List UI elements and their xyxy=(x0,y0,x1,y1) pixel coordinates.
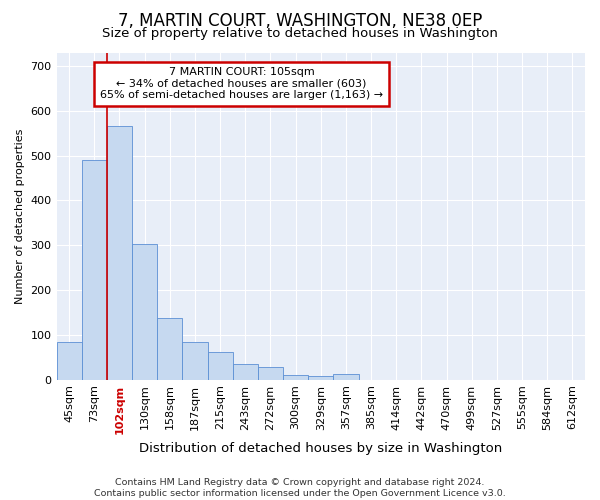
X-axis label: Distribution of detached houses by size in Washington: Distribution of detached houses by size … xyxy=(139,442,502,455)
Bar xyxy=(283,375,308,380)
Text: 7 MARTIN COURT: 105sqm
← 34% of detached houses are smaller (603)
65% of semi-de: 7 MARTIN COURT: 105sqm ← 34% of detached… xyxy=(100,67,383,100)
Bar xyxy=(157,318,182,380)
Bar xyxy=(208,352,233,380)
Bar xyxy=(132,244,157,380)
Text: 7, MARTIN COURT, WASHINGTON, NE38 0EP: 7, MARTIN COURT, WASHINGTON, NE38 0EP xyxy=(118,12,482,30)
Bar xyxy=(334,374,359,380)
Bar xyxy=(233,364,258,380)
Y-axis label: Number of detached properties: Number of detached properties xyxy=(15,128,25,304)
Text: Size of property relative to detached houses in Washington: Size of property relative to detached ho… xyxy=(102,28,498,40)
Bar xyxy=(258,367,283,380)
Bar xyxy=(107,126,132,380)
Bar xyxy=(56,342,82,380)
Bar xyxy=(82,160,107,380)
Bar xyxy=(308,376,334,380)
Bar xyxy=(182,342,208,380)
Text: Contains HM Land Registry data © Crown copyright and database right 2024.
Contai: Contains HM Land Registry data © Crown c… xyxy=(94,478,506,498)
